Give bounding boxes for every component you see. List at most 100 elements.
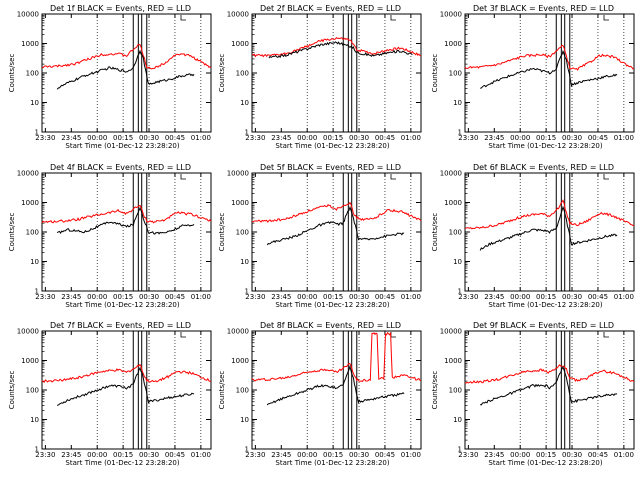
y-tick-label: 1000 [444, 40, 462, 48]
x-tick-label: 00:00 [297, 293, 317, 301]
y-tick-label: 1000 [21, 357, 39, 365]
y-tick-label: 10000 [227, 170, 249, 178]
x-tick-label: 00:45 [165, 134, 185, 142]
corner-marker [390, 15, 396, 21]
y-tick-label: 10000 [17, 11, 39, 19]
x-tick-label: 00:30 [562, 134, 582, 142]
y-axis-label: Counts/sec [8, 371, 16, 410]
x-tick-label: 00:30 [139, 293, 159, 301]
x-tick-label: 00:15 [323, 134, 343, 142]
y-tick-label: 10000 [440, 11, 462, 19]
x-axis-label: Start Time (01-Dec-12 23:28:20) [275, 301, 389, 309]
x-tick-label: 00:30 [139, 451, 159, 459]
events-series-line [480, 49, 618, 89]
y-tick-label: 1 [245, 129, 249, 137]
y-tick-label: 10000 [17, 170, 39, 178]
events-series-line [56, 366, 195, 406]
corner-marker [603, 15, 609, 21]
plot-frame [41, 330, 212, 450]
y-tick-label: 100 [26, 387, 39, 395]
x-tick-label: 01:00 [614, 134, 634, 142]
chart-title: Det 9f BLACK = Events, RED = LLD [473, 321, 614, 330]
x-tick-label: 01:00 [401, 134, 421, 142]
x-tick-label: 01:00 [401, 293, 421, 301]
x-tick-label: 01:00 [191, 451, 211, 459]
y-axis-label: Counts/sec [431, 371, 439, 410]
y-tick-label: 100 [236, 70, 249, 78]
lld-series-line [464, 364, 635, 384]
x-tick-label: 23:30 [458, 451, 478, 459]
y-tick-label: 1000 [444, 357, 462, 365]
x-tick-label: 00:45 [588, 134, 608, 142]
x-tick-label: 00:45 [588, 451, 608, 459]
x-tick-label: 00:15 [323, 451, 343, 459]
x-tick-label: 00:00 [297, 451, 317, 459]
x-tick-label: 00:45 [375, 451, 395, 459]
y-tick-label: 1 [245, 288, 249, 296]
x-tick-label: 00:45 [165, 451, 185, 459]
x-tick-label: 01:00 [614, 451, 634, 459]
y-tick-label: 10 [30, 416, 39, 424]
plot-frame [251, 330, 422, 450]
x-tick-label: 00:45 [375, 134, 395, 142]
y-tick-label: 100 [449, 387, 462, 395]
events-series-line [266, 205, 405, 246]
x-axis-label: Start Time (01-Dec-12 23:28:20) [65, 301, 179, 309]
x-tick-label: 00:45 [588, 293, 608, 301]
x-tick-label: 00:00 [87, 451, 107, 459]
y-tick-label: 10 [453, 416, 462, 424]
events-series-line [268, 41, 413, 59]
y-tick-label: 1000 [231, 199, 249, 207]
y-tick-label: 10 [30, 99, 39, 107]
lld-series-line [41, 44, 212, 70]
y-tick-label: 100 [449, 229, 462, 237]
x-axis-label: Start Time (01-Dec-12 23:28:20) [488, 301, 602, 309]
x-tick-label: 00:30 [349, 451, 369, 459]
x-tick-label: 00:45 [375, 293, 395, 301]
x-tick-label: 01:00 [401, 451, 421, 459]
y-tick-label: 10000 [17, 328, 39, 336]
y-axis-label: Counts/sec [218, 213, 226, 252]
x-axis-label: Start Time (01-Dec-12 23:28:20) [275, 142, 389, 150]
chart-title: Det 7f BLACK = Events, RED = LLD [50, 321, 191, 330]
y-tick-label: 1000 [21, 40, 39, 48]
y-axis-label: Counts/sec [218, 54, 226, 93]
x-tick-label: 23:30 [245, 134, 265, 142]
chart-panel-4: Det 4f BLACK = Events, RED = LLD 23:30 23:… [8, 163, 212, 309]
corner-marker [180, 174, 186, 180]
chart-panel-1: Det 1f BLACK = Events, RED = LLD 23:30 23:… [8, 4, 212, 150]
corner-marker [603, 174, 609, 180]
chart-title: Det 5f BLACK = Events, RED = LLD [260, 163, 401, 172]
chart-panel-2: Det 2f BLACK = Events, RED = LLD 23:30 23:… [218, 4, 422, 150]
x-tick-label: 23:45 [271, 293, 291, 301]
x-tick-label: 00:15 [113, 451, 133, 459]
lld-series-line [464, 199, 635, 230]
chart-panel-9: Det 9f BLACK = Events, RED = LLD 23:30 23:… [431, 321, 635, 467]
x-tick-label: 00:00 [87, 293, 107, 301]
y-axis-label: Counts/sec [431, 213, 439, 252]
x-tick-label: 00:00 [87, 134, 107, 142]
y-tick-label: 10000 [440, 170, 462, 178]
x-tick-label: 00:00 [297, 134, 317, 142]
x-axis-label: Start Time (01-Dec-12 23:28:20) [275, 459, 389, 467]
y-tick-label: 1 [458, 446, 462, 454]
events-series-line [479, 205, 618, 251]
lld-series-line [41, 363, 212, 383]
events-series-line [56, 49, 195, 90]
y-axis-label: Counts/sec [431, 54, 439, 93]
x-tick-label: 23:45 [271, 134, 291, 142]
x-tick-label: 23:30 [458, 293, 478, 301]
chart-panel-6: Det 6f BLACK = Events, RED = LLD 23:30 23:… [431, 163, 635, 309]
x-tick-label: 00:30 [562, 451, 582, 459]
y-tick-label: 1 [458, 129, 462, 137]
x-tick-label: 00:15 [536, 293, 556, 301]
chart-title: Det 6f BLACK = Events, RED = LLD [473, 163, 614, 172]
chart-panel-5: Det 5f BLACK = Events, RED = LLD 23:30 23:… [218, 163, 422, 309]
chart-title: Det 4f BLACK = Events, RED = LLD [50, 163, 191, 172]
y-axis-label: Counts/sec [218, 371, 226, 410]
plot-frame [464, 330, 635, 450]
y-tick-label: 1000 [444, 199, 462, 207]
chart-title: Det 1f BLACK = Events, RED = LLD [50, 4, 191, 13]
x-axis-label: Start Time (01-Dec-12 23:28:20) [488, 459, 602, 467]
x-axis-label: Start Time (01-Dec-12 23:28:20) [65, 142, 179, 150]
